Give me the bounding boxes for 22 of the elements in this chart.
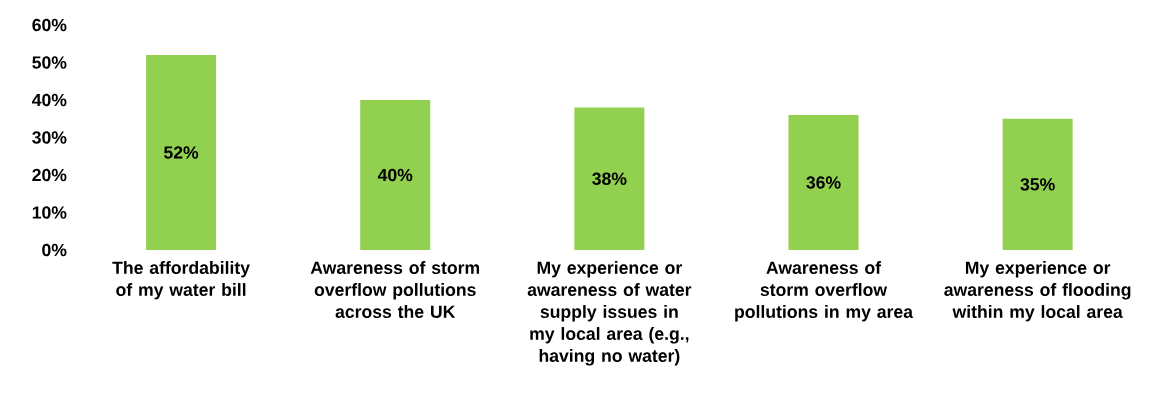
y-tick-label: 20%	[32, 168, 67, 182]
data-label: 40%	[377, 168, 413, 182]
y-tick-label: 60%	[32, 18, 67, 32]
x-tick-label: My experience or awareness of flooding within my local area	[944, 261, 1131, 322]
bar	[360, 100, 431, 250]
x-tick-label: Awareness of storm overflow pollutions across the UK	[310, 261, 480, 318]
data-label: 35%	[1020, 178, 1055, 191]
x-tick-label: The affordability of my water bill	[112, 261, 250, 300]
data-label: 38%	[592, 172, 627, 185]
y-tick-label: 10%	[32, 206, 67, 219]
bar	[574, 107, 645, 250]
y-tick-label: 30%	[32, 131, 67, 144]
x-tick-label: My experience or awareness of water supply issues in my local area (e.g., having no water)	[527, 261, 692, 366]
y-tick-label: 50%	[32, 56, 67, 69]
data-label: 36%	[806, 176, 841, 189]
data-label: 52%	[164, 146, 199, 159]
bar	[788, 115, 859, 250]
y-tick-label: 40%	[31, 93, 67, 107]
bar	[146, 55, 217, 250]
x-tick-label: Awareness of storm overflow pollutions in my area	[735, 261, 914, 322]
y-tick-label: 0%	[42, 243, 67, 257]
bar	[1002, 118, 1073, 250]
